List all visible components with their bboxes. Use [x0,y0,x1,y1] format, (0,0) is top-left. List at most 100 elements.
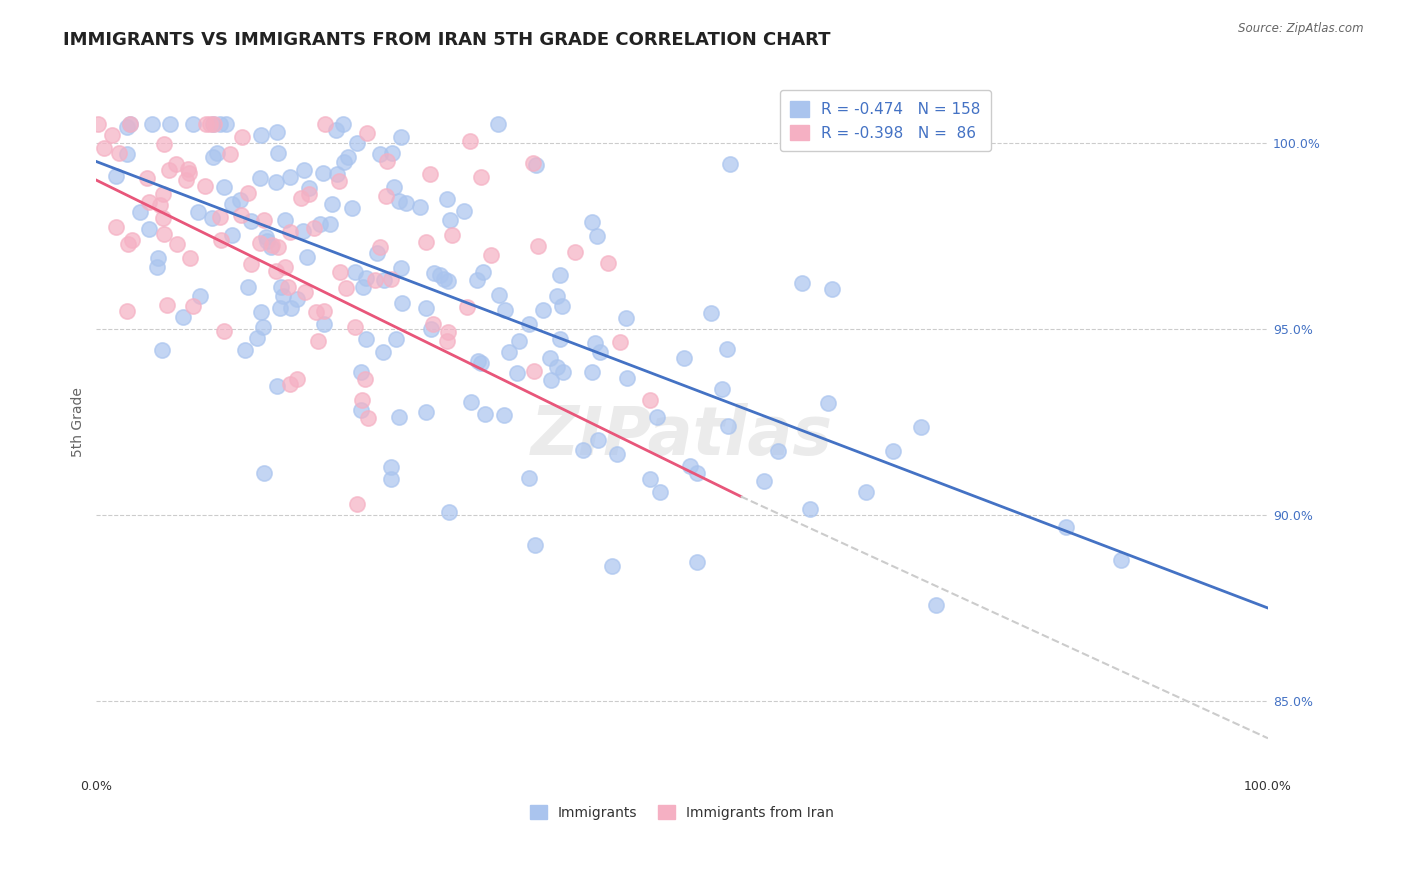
Point [152,211,174,225]
Point [718,157,741,171]
Point [120,117,142,131]
Point [380,472,402,486]
Point [290,191,312,205]
Point [422,317,444,331]
Point [201,150,224,164]
Point [218,147,240,161]
Point [138,194,160,209]
Point [233,343,256,357]
Point [212,324,235,338]
Point [264,175,287,189]
Point [312,166,335,180]
Point [460,395,482,409]
Point [768,444,790,458]
Point [609,334,631,349]
Point [152,186,174,201]
Point [333,155,356,169]
Point [328,174,350,188]
Point [172,310,194,325]
Point [374,188,396,202]
Point [159,117,181,131]
Point [298,180,321,194]
Point [302,220,325,235]
Point [254,230,277,244]
Point [440,227,463,242]
Point [752,475,775,489]
Point [146,260,169,275]
Point [205,145,228,160]
Point [236,280,259,294]
Point [188,289,211,303]
Point [470,356,492,370]
Point [177,162,200,177]
Point [177,166,200,180]
Point [350,402,373,417]
Point [472,264,495,278]
Point [150,343,173,357]
Point [395,195,418,210]
Point [910,419,932,434]
Point [524,158,547,172]
Point [277,279,299,293]
Point [179,251,201,265]
Point [187,204,209,219]
Point [200,211,222,225]
Point [368,239,391,253]
Point [366,245,388,260]
Point [266,146,288,161]
Point [209,233,232,247]
Point [260,240,283,254]
Point [474,408,496,422]
Point [208,117,231,131]
Point [551,365,574,379]
Point [101,128,124,143]
Point [325,123,347,137]
Point [231,130,253,145]
Point [517,317,540,331]
Point [387,194,409,208]
Point [531,302,554,317]
Point [1109,553,1132,567]
Point [524,538,547,552]
Y-axis label: 5th Grade: 5th Grade [72,387,86,457]
Point [439,505,461,519]
Point [488,288,510,302]
Point [294,285,316,300]
Point [239,257,262,271]
Point [506,367,529,381]
Point [679,459,702,474]
Point [467,354,489,368]
Point [326,167,349,181]
Point [280,301,302,315]
Point [616,370,638,384]
Point [686,466,709,480]
Point [200,117,222,131]
Point [153,227,176,242]
Point [340,202,363,216]
Point [821,282,844,296]
Point [152,137,174,152]
Point [389,130,412,145]
Point [437,325,460,339]
Text: Source: ZipAtlas.com: Source: ZipAtlas.com [1239,22,1364,36]
Point [285,292,308,306]
Point [146,251,169,265]
Point [456,300,478,314]
Point [924,598,946,612]
Point [546,289,568,303]
Point [415,235,437,250]
Point [274,212,297,227]
Point [465,273,488,287]
Point [817,395,839,409]
Point [498,344,520,359]
Point [115,120,138,134]
Point [436,334,458,348]
Point [700,306,723,320]
Point [492,409,515,423]
Point [256,235,278,249]
Point [855,485,877,500]
Point [356,271,378,285]
Point [588,344,610,359]
Point [305,305,328,319]
Point [717,418,740,433]
